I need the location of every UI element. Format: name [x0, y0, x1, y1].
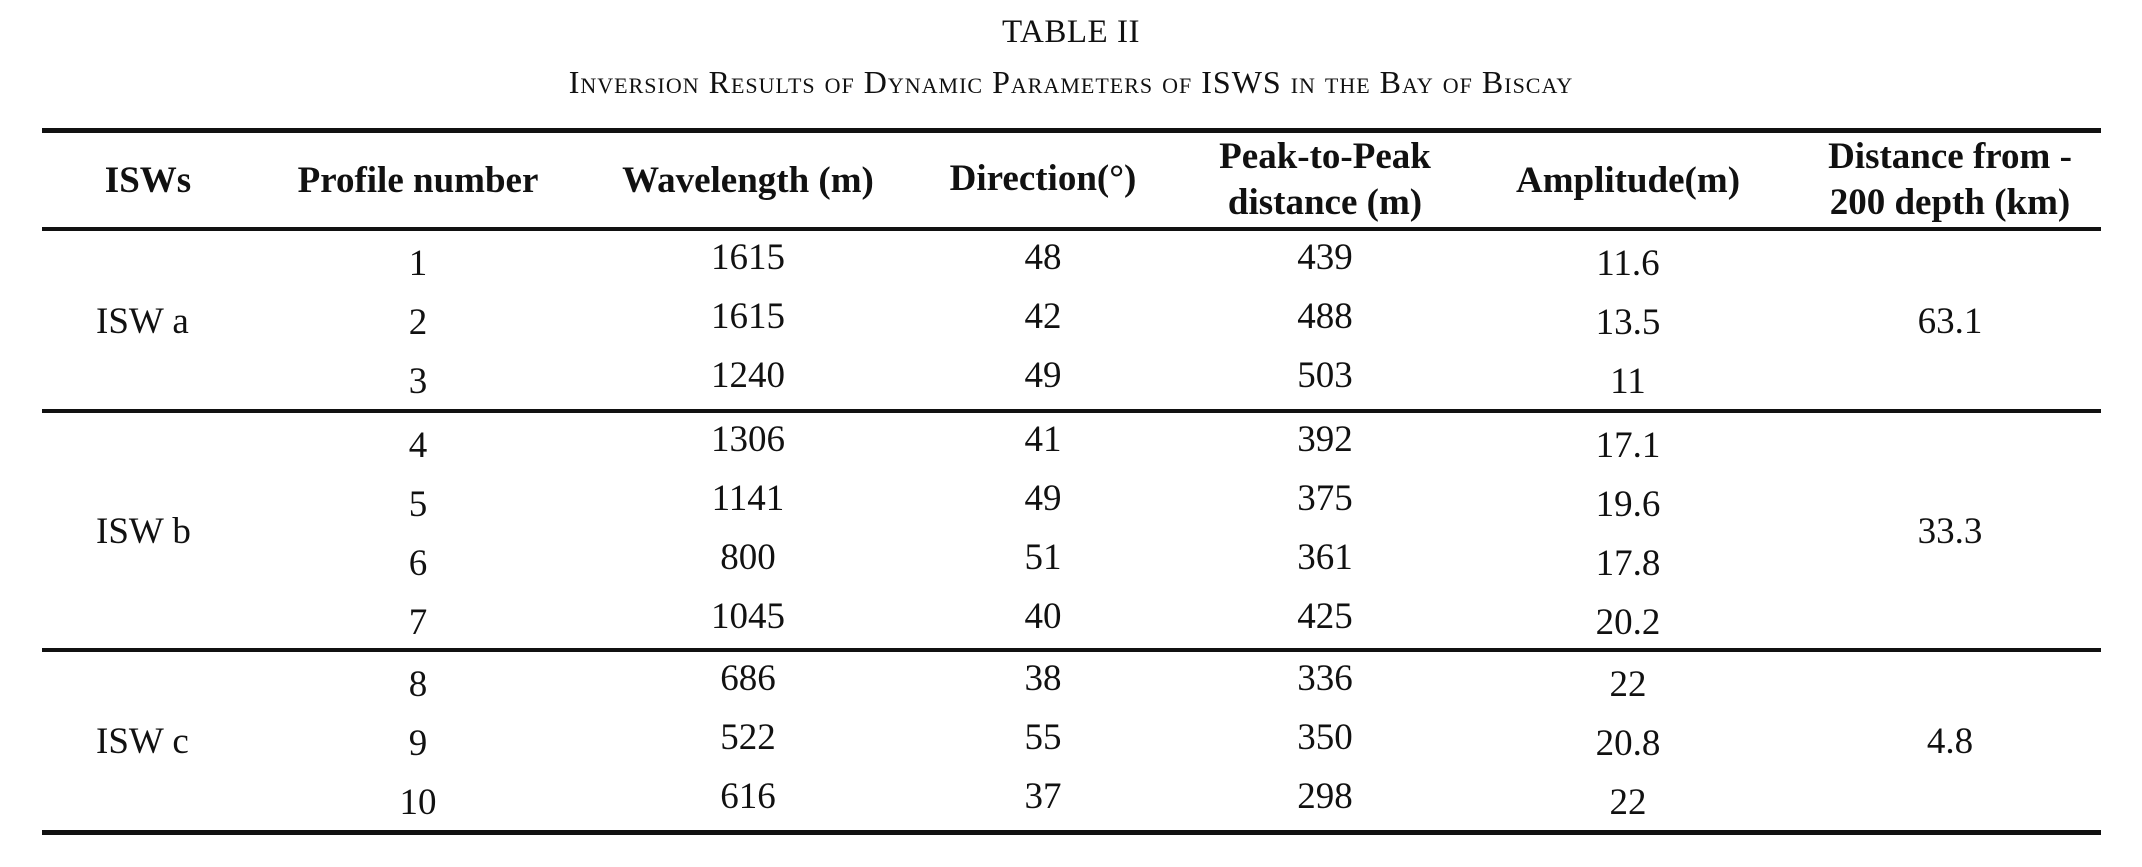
table-top-rule: [42, 128, 2101, 133]
cell-wavelength: 686: [720, 658, 776, 699]
cell-amplitude: 17.1: [1595, 425, 1661, 466]
cell-peak: 425: [1297, 596, 1353, 637]
cell-direction: 40: [1024, 596, 1062, 637]
cell-amplitude: 11.6: [1596, 243, 1660, 284]
header-distance: Distance from - 200 depth (km): [1828, 134, 2072, 226]
table-group-rule-2: [42, 648, 2101, 652]
group-label: ISW c: [96, 721, 189, 762]
cell-direction: 48: [1024, 237, 1062, 278]
cell-direction: 51: [1024, 537, 1062, 578]
cell-peak: 503: [1297, 355, 1353, 396]
table-caption-label: TABLE II: [1002, 14, 1140, 50]
cell-direction: 38: [1024, 658, 1062, 699]
table-header-rule: [42, 227, 2101, 231]
cell-profile: 6: [408, 543, 428, 584]
header-peak-to-peak: Peak-to-Peak distance (m): [1219, 134, 1431, 226]
cell-wavelength: 1240: [711, 355, 785, 396]
cell-amplitude: 22: [1609, 782, 1647, 823]
cell-profile: 9: [408, 723, 428, 764]
cell-amplitude: 22: [1609, 664, 1647, 705]
cell-amplitude: 13.5: [1595, 302, 1661, 343]
cell-amplitude: 17.8: [1595, 543, 1661, 584]
group-distance: 33.3: [1917, 511, 1983, 552]
cell-wavelength: 1045: [711, 596, 785, 637]
cell-peak: 298: [1297, 776, 1353, 817]
cell-amplitude: 20.2: [1595, 602, 1661, 643]
cell-peak: 361: [1297, 537, 1353, 578]
header-direction: Direction(°): [949, 158, 1137, 199]
table-group-rule-1: [42, 409, 2101, 413]
header-isws: ISWs: [104, 160, 192, 201]
cell-peak: 439: [1297, 237, 1353, 278]
header-peak-line2: distance (m): [1227, 182, 1423, 223]
cell-amplitude: 11: [1610, 361, 1646, 402]
header-peak-line1: Peak-to-Peak: [1219, 136, 1431, 177]
cell-direction: 49: [1024, 478, 1062, 519]
table-caption-title: Inversion Results of Dynamic Parameters …: [568, 64, 1574, 100]
group-label: ISW b: [96, 511, 191, 552]
cell-profile: 3: [408, 361, 428, 402]
cell-profile: 2: [408, 302, 428, 343]
cell-amplitude: 20.8: [1595, 723, 1661, 764]
header-amplitude: Amplitude(m): [1515, 160, 1741, 201]
cell-direction: 49: [1024, 355, 1062, 396]
cell-direction: 55: [1024, 717, 1062, 758]
cell-direction: 37: [1024, 776, 1062, 817]
header-distance-line1: Distance from -: [1828, 136, 2072, 177]
cell-wavelength: 1615: [711, 237, 785, 278]
header-distance-line2: 200 depth (km): [1829, 182, 2071, 223]
header-wavelength: Wavelength (m): [622, 160, 874, 201]
group-distance: 63.1: [1917, 301, 1983, 342]
cell-direction: 41: [1024, 419, 1062, 460]
cell-wavelength: 616: [720, 776, 776, 817]
cell-wavelength: 1306: [711, 419, 785, 460]
cell-peak: 336: [1297, 658, 1353, 699]
cell-peak: 392: [1297, 419, 1353, 460]
cell-peak: 488: [1297, 296, 1353, 337]
cell-profile: 10: [399, 782, 437, 823]
cell-profile: 7: [408, 602, 428, 643]
cell-wavelength: 1615: [711, 296, 785, 337]
table-bottom-rule: [42, 830, 2101, 835]
cell-profile: 8: [408, 664, 428, 705]
cell-peak: 350: [1297, 717, 1353, 758]
cell-direction: 42: [1024, 296, 1062, 337]
cell-wavelength: 1141: [711, 478, 785, 519]
cell-profile: 5: [408, 484, 428, 525]
cell-wavelength: 800: [720, 537, 776, 578]
group-label: ISW a: [96, 301, 189, 342]
cell-peak: 375: [1297, 478, 1353, 519]
group-distance: 4.8: [1926, 721, 1974, 762]
cell-amplitude: 19.6: [1595, 484, 1661, 525]
header-profile-number: Profile number: [297, 160, 539, 201]
cell-profile: 4: [408, 425, 428, 466]
cell-profile: 1: [408, 243, 428, 284]
cell-wavelength: 522: [720, 717, 776, 758]
